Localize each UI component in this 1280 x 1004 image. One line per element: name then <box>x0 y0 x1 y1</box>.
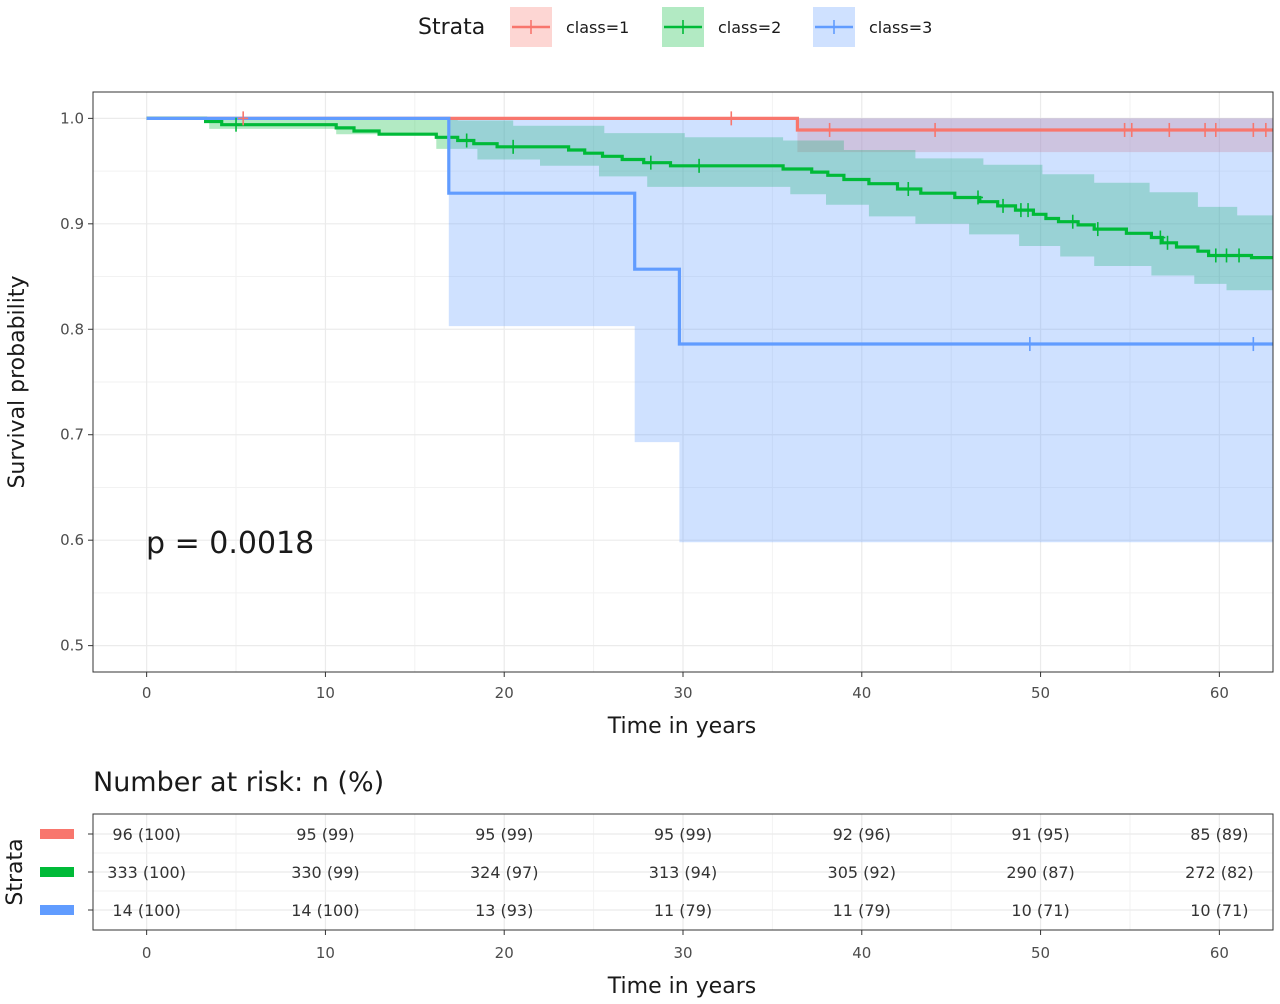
risk-table-y-title: Strata <box>3 838 28 905</box>
censor-mark <box>1126 122 1137 137</box>
y-tick-label: 0.7 <box>60 426 84 444</box>
x-tick-label: 50 <box>1031 684 1050 702</box>
risk-row-color-key <box>40 829 74 839</box>
censor-mark <box>645 155 656 170</box>
risk-x-tick-label: 50 <box>1031 944 1050 962</box>
risk-cell: 313 (94) <box>649 863 717 882</box>
censor-mark <box>508 139 519 154</box>
legend: Strata class=1 class=2 class=3 <box>418 7 932 47</box>
censor-mark <box>1210 122 1221 137</box>
risk-x-tick-label: 10 <box>316 944 335 962</box>
risk-cell: 333 (100) <box>107 863 186 882</box>
risk-cell: 290 (87) <box>1006 863 1074 882</box>
legend-title: Strata <box>418 15 485 40</box>
risk-x-tick-label: 0 <box>142 944 152 962</box>
risk-cell: 10 (71) <box>1011 901 1069 920</box>
risk-cell: 11 (79) <box>654 901 712 920</box>
legend-entry: class=1 <box>510 7 629 47</box>
x-axis-title: Time in years <box>607 714 756 739</box>
y-tick-label: 0.8 <box>60 320 84 338</box>
risk-cell: 91 (95) <box>1011 825 1069 844</box>
x-tick-label: 60 <box>1210 684 1229 702</box>
x-tick-label: 40 <box>852 684 871 702</box>
risk-cell: 92 (96) <box>833 825 891 844</box>
x-tick-label: 30 <box>673 684 692 702</box>
censor-mark <box>824 122 835 137</box>
censor-mark <box>694 158 705 173</box>
survival-curve-class-1 <box>146 116 1273 132</box>
censor-mark <box>1234 248 1245 263</box>
censor-mark <box>1200 122 1211 137</box>
x-tick-label: 20 <box>495 684 514 702</box>
censor-mark <box>1023 203 1034 218</box>
censor-mark <box>998 198 1009 213</box>
risk-table: Number at risk: n (%) 96 (100) 95 (99) 95 … <box>3 767 1274 999</box>
x-tick-label: 0 <box>142 684 152 702</box>
censor-mark <box>973 190 983 205</box>
risk-cell: 95 (99) <box>654 825 712 844</box>
censor-mark <box>1210 248 1221 263</box>
legend-label: class=3 <box>869 18 932 37</box>
risk-table-x-title: Time in years <box>607 974 756 999</box>
censor-mark <box>1248 122 1259 137</box>
censor-mark <box>726 111 737 126</box>
risk-row-class-1: 96 (100) 95 (99) 95 (99) 95 (99) 92 (96) 91 (… <box>40 825 1249 844</box>
ci-band-class-1 <box>146 118 1273 153</box>
legend-label: class=2 <box>718 18 781 37</box>
survival-curve-class-2 <box>146 116 1273 260</box>
censor-mark <box>1092 222 1103 237</box>
censor-mark <box>903 182 914 197</box>
risk-cell: 10 (71) <box>1190 901 1248 920</box>
y-tick-label: 1.0 <box>60 109 84 127</box>
risk-row-class-2: 333 (100) 330 (99) 324 (97) 313 (94) 305 (92… <box>40 863 1254 882</box>
y-tick-label: 0.5 <box>60 637 84 655</box>
censor-mark <box>231 117 242 132</box>
censor-mark <box>1248 337 1259 352</box>
risk-cell: 305 (92) <box>828 863 896 882</box>
censor-mark <box>1164 122 1175 137</box>
y-tick-label: 0.6 <box>60 531 84 549</box>
risk-x-tick-label: 40 <box>852 944 871 962</box>
risk-x-tick-label: 30 <box>673 944 692 962</box>
risk-cell: 14 (100) <box>291 901 359 920</box>
risk-cell: 324 (97) <box>470 863 538 882</box>
risk-cell: 13 (93) <box>475 901 533 920</box>
legend-entry: class=2 <box>662 7 781 47</box>
censor-mark <box>1260 122 1271 137</box>
censor-mark <box>930 122 941 137</box>
censor-mark <box>1221 248 1232 263</box>
p-value-annotation: p = 0.0018 <box>146 526 314 561</box>
censor-mark <box>1024 337 1035 352</box>
risk-x-tick-label: 60 <box>1210 944 1229 962</box>
legend-label: class=1 <box>566 18 629 37</box>
risk-cell: 95 (99) <box>296 825 354 844</box>
risk-cell: 272 (82) <box>1185 863 1253 882</box>
risk-table-title: Number at risk: n (%) <box>93 767 384 798</box>
ci-band-class-2 <box>146 118 1273 296</box>
plot-panel: 0.5 0.6 0.7 0.8 0.9 1.0 0 10 20 30 40 50 60 p = 0.0… <box>60 91 1274 702</box>
ci-band-class-3 <box>146 118 1273 543</box>
risk-row-color-key <box>40 905 74 915</box>
risk-cell: 14 (100) <box>112 901 180 920</box>
y-tick-label: 0.9 <box>60 215 84 233</box>
risk-row-color-key <box>40 867 74 877</box>
risk-cell: 85 (89) <box>1190 825 1248 844</box>
risk-cell: 95 (99) <box>475 825 533 844</box>
survival-curve-class-3 <box>146 116 1273 346</box>
y-axis-title: Survival probability <box>5 275 30 488</box>
risk-row-class-3: 14 (100) 14 (100) 13 (93) 11 (79) 11 (79) 10 … <box>40 901 1249 920</box>
risk-cell: 11 (79) <box>833 901 891 920</box>
censor-mark <box>238 111 249 126</box>
risk-cell: 330 (99) <box>291 863 359 882</box>
censor-mark <box>461 133 472 148</box>
legend-entry: class=3 <box>813 7 932 47</box>
risk-cell: 96 (100) <box>112 825 180 844</box>
x-tick-label: 10 <box>316 684 335 702</box>
censor-mark <box>1162 235 1173 250</box>
risk-x-tick-label: 20 <box>495 944 514 962</box>
censor-mark <box>1155 230 1166 245</box>
censor-mark <box>1067 214 1078 229</box>
